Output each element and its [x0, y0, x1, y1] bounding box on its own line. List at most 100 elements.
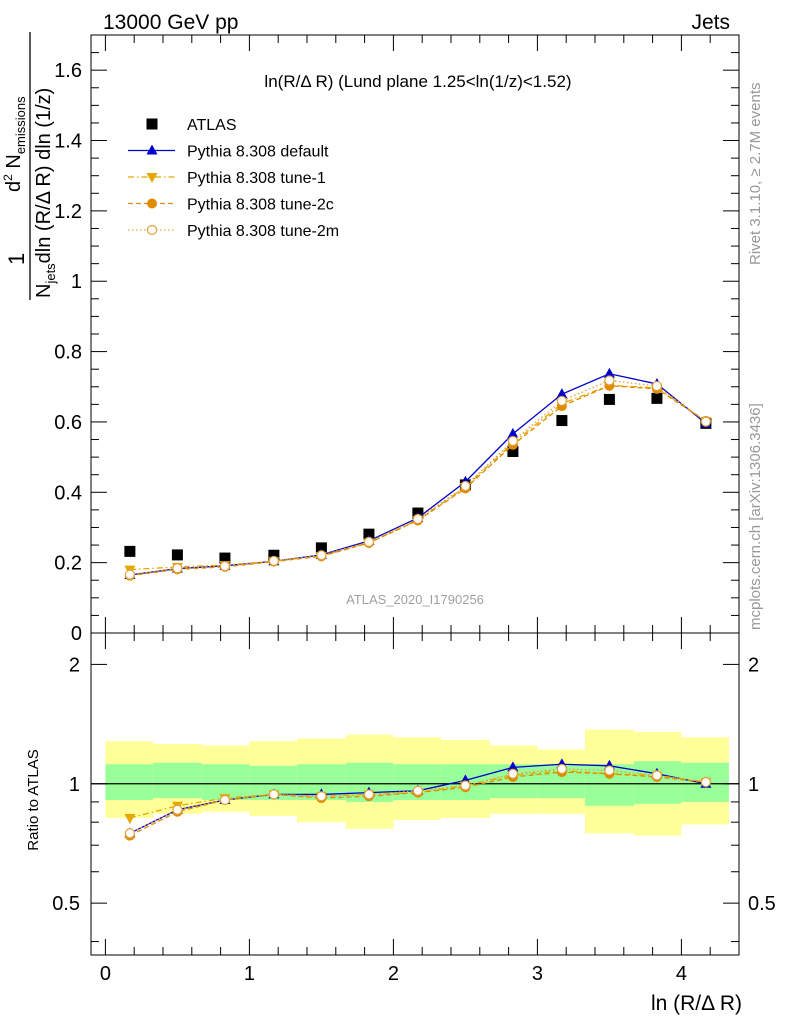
ratio-y-tick-label: 0.5	[52, 893, 80, 915]
ratio-point-triangle-down	[124, 813, 136, 824]
ratio-y-tick-label-right: 1	[748, 774, 759, 796]
ratio-point-circle-open	[556, 763, 567, 775]
header-right: Jets	[691, 11, 730, 34]
legend-marker	[146, 144, 158, 155]
main-point-circle-open	[124, 569, 135, 580]
main-point-circle-open	[700, 416, 711, 427]
ratio-point-circle-open	[363, 789, 375, 800]
main-x-ticks	[104, 35, 711, 633]
ratio-point-circle-open	[412, 785, 423, 796]
ratio-point-circle-open	[651, 770, 663, 781]
main-y-tick-label: 0.4	[54, 482, 82, 504]
ratio-point-circle-open	[604, 765, 615, 776]
legend-entry-label: Pythia 8.308 tune-2c	[187, 197, 334, 214]
ylabel-prefix: 1	[4, 253, 29, 265]
x-tick-label: 2	[388, 963, 399, 985]
main-y-tick-label: 1.2	[54, 201, 82, 223]
main-point-square	[315, 542, 327, 554]
legend-entry-label: Pythia 8.308 tune-1	[187, 170, 326, 187]
main-point-circle-open	[460, 480, 471, 492]
legend-marker	[146, 118, 158, 130]
legend-entry-label: ATLAS	[187, 117, 237, 134]
ratio-y-tick-label-right: 2	[748, 654, 759, 676]
ratio-y-tick-label: 1	[69, 774, 80, 796]
ylabel-denominator: Njetsdln (R/Δ R) dln (1/z)	[33, 88, 58, 298]
analysis-watermark: ATLAS_2020_I1790256	[346, 592, 484, 607]
main-point-circle-open	[219, 561, 231, 572]
rivet-version-label: Rivet 3.1.10, ≥ 2.7M events	[747, 83, 764, 266]
main-point-triangle-up	[507, 427, 519, 438]
chart-title: ln(R/Δ R) (Lund plane 1.25<ln(1/z)<1.52)	[264, 72, 571, 91]
mcplots-label: mcplots.cern.ch [arXiv:1306.3436]	[747, 403, 764, 630]
main-line-circle	[129, 385, 707, 577]
ratio-point-circle-open	[124, 828, 135, 839]
main-y-tick-label: 1	[71, 271, 82, 293]
legend-entry-label: Pythia 8.308 default	[187, 144, 329, 161]
main-point-square	[363, 528, 375, 540]
ratio-x-axis: 0 1 2 3 4	[100, 633, 711, 985]
main-point-square	[507, 445, 519, 457]
main-y-axis-label: 1 d2 Nemissions Njetsdln (R/Δ R) dln (1/…	[1, 32, 58, 300]
ratio-y-axis-label: Ratio to ATLAS	[25, 749, 42, 850]
main-point-circle-open	[556, 395, 567, 406]
legend-entry-label: Pythia 8.308 tune-2m	[187, 223, 339, 240]
x-axis-label: ln (R/Δ R)	[651, 992, 742, 1015]
legend-marker	[146, 173, 158, 183]
main-y-tick-label: 1.6	[54, 60, 82, 82]
ratio-point-circle-open	[316, 791, 327, 802]
main-point-square	[556, 415, 568, 427]
x-tick-label: 3	[532, 963, 543, 985]
main-point-circle-open	[651, 380, 663, 392]
main-point-square	[219, 552, 231, 564]
main-point-circle-open	[363, 536, 375, 547]
ratio-y-tick-label: 2	[69, 654, 80, 676]
ratio-series-layer	[124, 758, 712, 841]
main-point-circle-open	[412, 513, 423, 525]
main-panel: 0 0.2 0.4 0.6 0.8 1 1.2 1.4 1.6 ln(R/Δ R) (Lund …	[1, 32, 740, 645]
main-y-tick-label: 1.4	[54, 131, 82, 153]
x-tick-label: 0	[100, 963, 111, 985]
ratio-band-inner	[152, 762, 202, 799]
main-point-square	[124, 545, 136, 557]
ratio-y-axis: 0.5 0.5 1 1 2 2	[52, 654, 776, 943]
main-point-circle-open	[507, 435, 519, 447]
main-point-circle-open	[316, 550, 327, 561]
ratio-band-inner	[105, 764, 153, 801]
legend-marker	[146, 224, 158, 236]
main-point-square	[603, 393, 615, 405]
ratio-point-circle-open	[460, 780, 471, 791]
ratio-point-circle-open	[219, 794, 231, 806]
ratio-point-triangle-up	[507, 761, 519, 772]
main-point-circle-open	[604, 375, 615, 386]
main-y-tick-label: 0.2	[54, 553, 82, 575]
ratio-frame	[90, 632, 740, 956]
main-point-circle-open	[172, 563, 183, 574]
x-tick-label: 1	[244, 963, 255, 985]
main-point-triangle-up	[556, 388, 568, 399]
main-y-tick-label: 0	[71, 623, 82, 645]
ylabel-numerator: d2 Nemissions	[1, 96, 28, 192]
ratio-y-tick-label-right: 0.5	[748, 893, 776, 915]
header-left: 13000 GeV pp	[103, 11, 238, 34]
ratio-point-circle-open	[507, 768, 519, 779]
main-line-circle-open	[129, 379, 707, 576]
ratio-point-circle-open	[268, 789, 279, 800]
ratio-point-circle-open	[172, 804, 183, 815]
main-series-layer	[124, 367, 712, 581]
main-point-triangle-up	[603, 367, 615, 378]
ratio-panel: 0.5 0.5 1 1 2 2 0 1 2 3 4 Ratio to ATLAS ln (R/Δ …	[25, 632, 776, 1015]
x-tick-label: 4	[676, 963, 687, 985]
main-point-square	[651, 392, 663, 404]
main-line-triangle-up	[129, 373, 707, 576]
main-y-tick-label: 0.6	[54, 412, 82, 434]
main-point-square	[171, 549, 183, 561]
main-y-tick-label: 0.8	[54, 342, 82, 364]
legend-marker	[147, 198, 157, 209]
ratio-band-inner	[201, 764, 250, 801]
ratio-band-inner	[633, 761, 682, 804]
ratio-uncertainty-bands	[91, 729, 739, 836]
ratio-point-circle-open	[700, 776, 711, 788]
main-line-triangle-down	[129, 384, 707, 571]
main-y-axis: 0 0.2 0.4 0.6 0.8 1 1.2 1.4 1.6	[54, 34, 739, 645]
